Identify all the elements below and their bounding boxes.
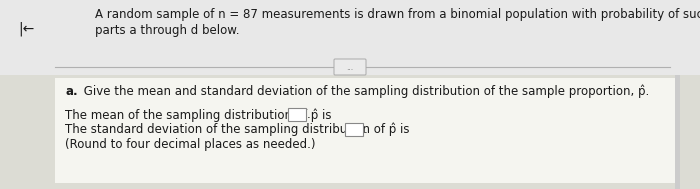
Text: The mean of the sampling distribution of p̂ is: The mean of the sampling distribution of… [65, 108, 332, 122]
Text: |←: |← [18, 22, 34, 36]
Text: ...: ... [346, 64, 354, 73]
Text: parts a through d below.: parts a through d below. [95, 24, 239, 37]
Text: .: . [307, 108, 311, 121]
Text: .: . [364, 123, 368, 136]
Text: A random sample of n = 87 measurements is drawn from a binomial population with : A random sample of n = 87 measurements i… [95, 8, 700, 21]
Text: a.: a. [65, 85, 78, 98]
FancyBboxPatch shape [334, 59, 366, 75]
Bar [675, 75, 680, 189]
Bar [288, 108, 306, 121]
Bar [55, 78, 675, 183]
Text: (Round to four decimal places as needed.): (Round to four decimal places as needed.… [65, 138, 316, 151]
Text: Give the mean and standard deviation of the sampling distribution of the sample : Give the mean and standard deviation of … [80, 85, 650, 98]
Bar [345, 123, 363, 136]
Bar [0, 75, 700, 189]
Text: The standard deviation of the sampling distribution of p̂ is: The standard deviation of the sampling d… [65, 123, 410, 136]
